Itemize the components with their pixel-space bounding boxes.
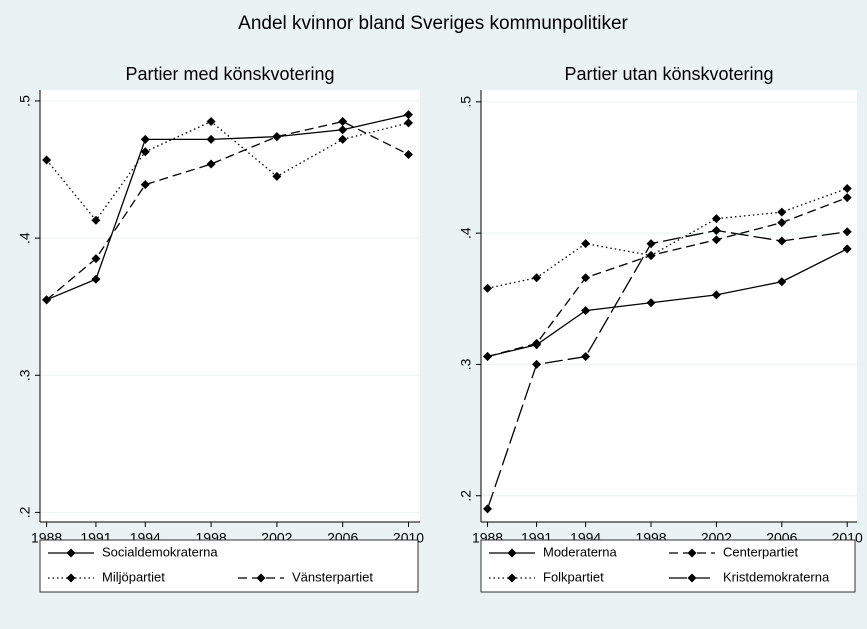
y-tick-label: .2	[17, 506, 33, 518]
marker	[483, 283, 493, 293]
legend-marker	[687, 548, 697, 558]
legend-marker	[687, 573, 697, 583]
marker	[842, 227, 852, 237]
marker	[483, 504, 493, 514]
marker	[338, 134, 348, 144]
marker	[581, 239, 591, 249]
marker	[403, 110, 413, 120]
chart-title: Andel kvinnor bland Sveriges kommunpolit…	[238, 13, 628, 34]
panel-title: Partier utan könskvotering	[564, 64, 773, 84]
legend-marker	[66, 548, 76, 558]
y-tick-label: .5	[458, 96, 474, 108]
marker	[483, 352, 493, 362]
marker	[532, 273, 542, 283]
legend-label: Miljöpartiet	[102, 569, 165, 584]
plot-area	[40, 90, 420, 522]
marker	[777, 236, 787, 246]
marker	[842, 183, 852, 193]
marker	[91, 274, 101, 284]
legend-label: Kristdemokraterna	[723, 569, 830, 584]
legend-label: Folkpartiet	[543, 569, 604, 584]
marker	[206, 117, 216, 127]
legend-box	[39, 539, 419, 593]
y-tick-label: .2	[458, 490, 474, 502]
panel-title: Partier med könskvotering	[125, 64, 334, 84]
legend-label: Socialdemokraterna	[102, 544, 218, 559]
marker	[777, 218, 787, 228]
marker	[272, 171, 282, 181]
marker	[711, 290, 721, 300]
y-tick-label: .4	[17, 232, 33, 244]
marker	[42, 295, 52, 305]
marker	[91, 215, 101, 225]
marker	[646, 250, 656, 260]
marker	[777, 277, 787, 287]
marker	[646, 239, 656, 249]
legend-label: Vänsterpartiet	[292, 569, 373, 584]
marker	[42, 155, 52, 165]
marker	[581, 306, 591, 316]
y-tick-label: .4	[458, 227, 474, 239]
marker	[338, 117, 348, 127]
legend-marker	[256, 573, 266, 583]
marker	[532, 338, 542, 348]
marker	[842, 244, 852, 254]
marker	[711, 235, 721, 245]
marker	[403, 149, 413, 159]
y-tick-label: .3	[17, 369, 33, 381]
marker	[272, 132, 282, 142]
marker	[581, 273, 591, 283]
marker	[140, 180, 150, 190]
marker	[581, 352, 591, 362]
marker	[206, 134, 216, 144]
legend-label: Centerpartiet	[723, 544, 799, 559]
marker	[777, 207, 787, 217]
marker	[140, 134, 150, 144]
marker	[338, 125, 348, 135]
legend-marker	[507, 548, 517, 558]
legend-marker	[66, 573, 76, 583]
legend-label: Moderaterna	[543, 544, 617, 559]
marker	[403, 118, 413, 128]
marker	[842, 193, 852, 203]
marker	[646, 298, 656, 308]
marker	[532, 359, 542, 369]
legend-marker	[507, 573, 517, 583]
marker	[91, 254, 101, 264]
marker	[206, 159, 216, 169]
plot-area	[481, 90, 857, 522]
legend-box	[480, 539, 856, 593]
y-tick-label: .5	[17, 95, 33, 107]
marker	[140, 147, 150, 157]
marker	[711, 225, 721, 235]
marker	[711, 214, 721, 224]
y-tick-label: .3	[458, 358, 474, 370]
